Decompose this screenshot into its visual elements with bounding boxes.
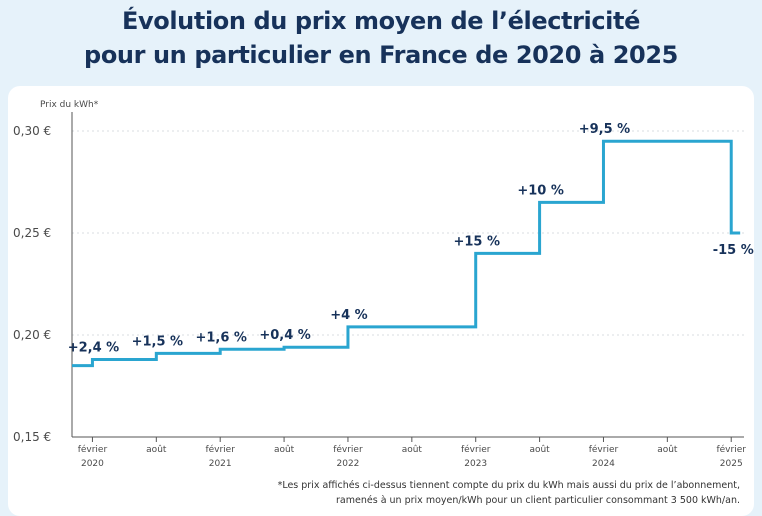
x-tick-year: 2024 bbox=[592, 459, 615, 469]
x-tick-label: février bbox=[78, 444, 108, 455]
change-label: +4 % bbox=[330, 308, 368, 323]
footnote-line-1: *Les prix affichés ci-dessus tiennent co… bbox=[277, 480, 740, 491]
x-tick-label: février bbox=[333, 444, 363, 455]
x-tick-year: 2023 bbox=[464, 459, 487, 469]
title-line-1: Évolution du prix moyen de l’électricité bbox=[122, 7, 640, 35]
change-label: +0,4 % bbox=[259, 328, 310, 343]
x-tick-label: août bbox=[402, 445, 423, 455]
y-axis-title: Prix du kWh* bbox=[40, 100, 99, 110]
x-tick-year: 2020 bbox=[81, 459, 104, 469]
x-tick-label: août bbox=[529, 445, 550, 455]
x-tick-label: février bbox=[461, 444, 491, 455]
change-label: +10 % bbox=[517, 183, 564, 198]
x-tick-label: février bbox=[716, 444, 746, 455]
chart-title: Évolution du prix moyen de l’électricité… bbox=[0, 4, 762, 72]
y-tick-label: 0,15 € bbox=[13, 430, 51, 444]
change-label: +15 % bbox=[453, 234, 500, 249]
y-tick-label: 0,25 € bbox=[13, 226, 51, 240]
x-tick-label: février bbox=[589, 444, 619, 455]
y-tick-label: 0,30 € bbox=[13, 124, 51, 138]
x-tick-year: 2021 bbox=[209, 459, 232, 469]
x-tick-label: février bbox=[205, 444, 235, 455]
footnote: *Les prix affichés ci-dessus tiennent co… bbox=[220, 478, 740, 508]
y-tick-label: 0,20 € bbox=[13, 328, 51, 342]
footnote-line-2: ramenés à un prix moyen/kWh pour un clie… bbox=[336, 495, 740, 506]
x-tick-label: août bbox=[657, 445, 678, 455]
price-series-line bbox=[72, 139, 741, 368]
title-line-2: pour un particulier en France de 2020 à … bbox=[84, 41, 678, 69]
change-label: -15 % bbox=[713, 243, 754, 258]
change-label: +9,5 % bbox=[579, 122, 630, 137]
change-label: +2,4 % bbox=[68, 340, 119, 355]
change-label: +1,6 % bbox=[195, 330, 246, 345]
x-tick-label: août bbox=[274, 445, 295, 455]
x-tick-label: août bbox=[146, 445, 167, 455]
x-tick-year: 2025 bbox=[720, 459, 743, 469]
chart-card bbox=[8, 86, 754, 516]
x-tick-year: 2022 bbox=[337, 459, 360, 469]
change-label: +1,5 % bbox=[132, 334, 183, 349]
